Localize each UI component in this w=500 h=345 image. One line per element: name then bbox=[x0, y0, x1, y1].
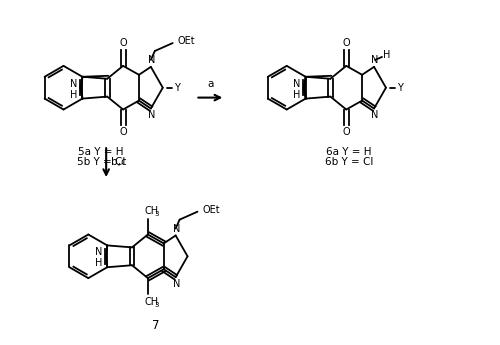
Text: 6b Y = Cl: 6b Y = Cl bbox=[325, 157, 374, 167]
Text: b,c: b,c bbox=[111, 157, 127, 167]
Text: H: H bbox=[70, 90, 77, 100]
Text: H: H bbox=[293, 90, 300, 100]
Text: 6a Y = H: 6a Y = H bbox=[326, 147, 372, 157]
Text: O: O bbox=[342, 127, 350, 137]
Text: N: N bbox=[94, 247, 102, 257]
Text: H: H bbox=[384, 50, 390, 60]
Text: 3: 3 bbox=[154, 302, 159, 308]
Text: Y: Y bbox=[174, 83, 180, 93]
Text: N: N bbox=[70, 79, 77, 89]
Text: O: O bbox=[342, 38, 350, 48]
Text: OEt: OEt bbox=[178, 36, 196, 46]
Text: N: N bbox=[173, 279, 180, 289]
Text: O: O bbox=[120, 38, 127, 48]
Text: N: N bbox=[293, 79, 300, 89]
Text: N: N bbox=[372, 55, 378, 65]
Text: N: N bbox=[148, 55, 156, 65]
Text: Y: Y bbox=[397, 83, 403, 93]
Text: OEt: OEt bbox=[202, 205, 220, 215]
Text: O: O bbox=[120, 127, 127, 137]
Text: 5b Y = Cl: 5b Y = Cl bbox=[77, 157, 126, 167]
Text: N: N bbox=[148, 110, 156, 120]
Text: 7: 7 bbox=[152, 319, 160, 332]
Text: a: a bbox=[207, 79, 214, 89]
Text: 5a Y = H: 5a Y = H bbox=[78, 147, 124, 157]
Text: CH: CH bbox=[145, 297, 159, 307]
Text: CH: CH bbox=[145, 206, 159, 216]
Text: H: H bbox=[94, 258, 102, 268]
Text: N: N bbox=[372, 110, 378, 120]
Text: N: N bbox=[173, 224, 180, 234]
Text: 3: 3 bbox=[154, 211, 159, 217]
